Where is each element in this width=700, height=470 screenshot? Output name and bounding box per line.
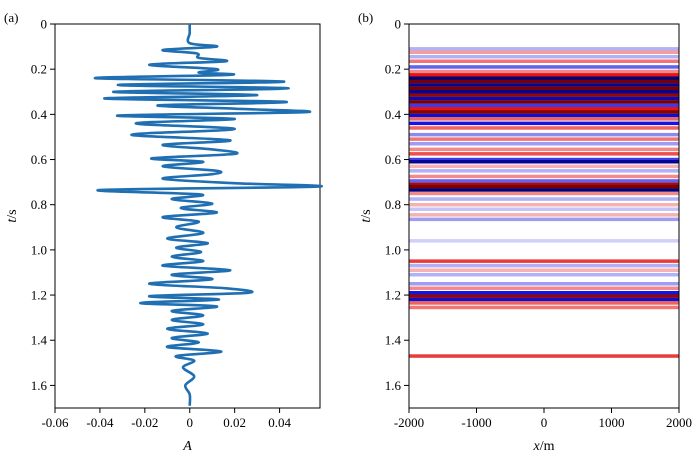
panel-b-band [409, 100, 679, 104]
panel-b-chart: -2000 -1000 0 1000 2000 0 0.2 0.4 0.6 0.8 1.0 1.2 1.… [359, 17, 692, 455]
panel-b-y-axis-label: t/s [359, 209, 374, 222]
panel-a-ytick-label: 1.2 [31, 288, 47, 303]
panel-b-band [409, 103, 679, 108]
panel-a-ytick-label: 0.4 [31, 107, 48, 122]
panel-b-band [409, 282, 679, 286]
panel-b-band [409, 147, 679, 152]
panel-b-band [409, 96, 679, 101]
panel-b-band [409, 174, 679, 179]
panel-b-band [409, 213, 679, 217]
panel-a-y-axis-label: t/s [5, 209, 20, 222]
panel-b-band [409, 259, 679, 263]
panel-b-band [409, 203, 679, 207]
panel-b-band [409, 207, 679, 211]
panel-a-ytick-label: 0.2 [31, 62, 47, 77]
panel-b-band [409, 169, 679, 173]
panel-b-band [409, 182, 679, 187]
panel-b-xtick-label: 0 [541, 415, 548, 430]
panel-a-xtick-label: -0.06 [41, 415, 69, 430]
panel-b-band [409, 47, 679, 51]
panel-b-ytick-label: 0.8 [385, 197, 401, 212]
panel-b-band [409, 184, 679, 189]
panel-a-ytick-label: 0.6 [31, 152, 48, 167]
panel-b-band [409, 126, 679, 130]
panel-b-ytick-label: 1.2 [385, 288, 401, 303]
panel-b-ytick-label: 1.4 [385, 333, 402, 348]
panel-a-trace-line [94, 24, 323, 406]
panel-b-band [409, 217, 679, 222]
panel-b-band [409, 268, 679, 272]
panel-b-band [409, 188, 679, 192]
panel-a-ytick-label: 1.6 [31, 378, 48, 393]
panel-b-band [409, 59, 679, 63]
panel-a-label: (a) [4, 10, 18, 25]
panel-b-band [409, 305, 679, 310]
panel-a-x-axis-label: A [182, 439, 192, 454]
panel-b-band [409, 191, 679, 196]
panel-b-band [409, 76, 679, 80]
panel-b-band [409, 137, 679, 141]
panel-b-ytick-label: 1.0 [385, 242, 401, 257]
panel-b-band [409, 297, 679, 302]
panel-b-band [409, 354, 679, 358]
panel-a-xtick-label: 0 [186, 415, 193, 430]
panel-b-band [409, 117, 679, 121]
panel-b-band [409, 132, 679, 137]
panel-b-band [409, 142, 679, 146]
panel-b-band [409, 294, 679, 298]
panel-b-band [409, 239, 679, 243]
panel-b-x-axis-label: x/m [533, 439, 555, 454]
panel-a-xtick-label: -0.02 [131, 415, 158, 430]
panel-b-xtick-label: -1000 [461, 415, 491, 430]
panel-b-band [409, 291, 679, 295]
panel-a-ytick-label: 1.0 [31, 242, 47, 257]
panel-b-bands [409, 47, 679, 358]
panel-a-xtick-label: 0.04 [268, 415, 291, 430]
panel-a-chart: -0.06 -0.04 -0.02 0 0.02 0.04 0 0.2 0.4 0.6 0.8 1.0… [5, 17, 323, 454]
panel-a-xtick-label: -0.04 [86, 415, 114, 430]
panel-b-band [409, 79, 679, 84]
panel-b-band [409, 90, 679, 94]
panel-b-band [409, 50, 679, 54]
panel-b-band [409, 263, 679, 268]
panel-b-band [409, 273, 679, 277]
panel-b-frame [408, 23, 680, 409]
panel-b-band [409, 55, 679, 59]
panel-b-band [409, 286, 679, 290]
panel-a-xtick-label: 0.02 [223, 415, 246, 430]
panel-b-band [409, 197, 679, 201]
panel-b-ytick-label: 1.6 [385, 378, 402, 393]
panel-b-ytick-label: 0 [395, 17, 402, 32]
panel-b-band [409, 110, 679, 114]
panel-b-label: (b) [358, 10, 373, 25]
panel-b-band [409, 107, 679, 111]
panel-b-band [409, 301, 679, 305]
panel-b-band [409, 160, 679, 164]
panel-b-band [409, 164, 679, 169]
panel-b-band [409, 73, 679, 77]
panel-b-band [409, 83, 679, 87]
panel-b-band [409, 69, 679, 74]
panel-a-frame [54, 23, 321, 409]
panel-b-xtick-label: 2000 [666, 415, 692, 430]
panel-a-ytick-label: 0.8 [31, 197, 47, 212]
panel-b-ytick-label: 0.6 [385, 152, 402, 167]
panel-b-xtick-label: 1000 [599, 415, 625, 430]
panel-b-band [409, 121, 679, 126]
panel-a-ytick-label: 0 [41, 17, 48, 32]
panel-b-band [409, 179, 679, 183]
panel-b-band [409, 113, 679, 118]
panel-b-band [409, 152, 679, 156]
panel-b-ytick-label: 0.2 [385, 62, 401, 77]
panel-b-band [409, 86, 679, 91]
panel-a-ytick-label: 1.4 [31, 333, 48, 348]
panel-b-ytick-label: 0.4 [385, 107, 402, 122]
panel-b-band [409, 157, 679, 162]
panel-b-band [409, 65, 679, 69]
panel-b-band [409, 93, 679, 97]
panel-b-xtick-label: -2000 [394, 415, 424, 430]
